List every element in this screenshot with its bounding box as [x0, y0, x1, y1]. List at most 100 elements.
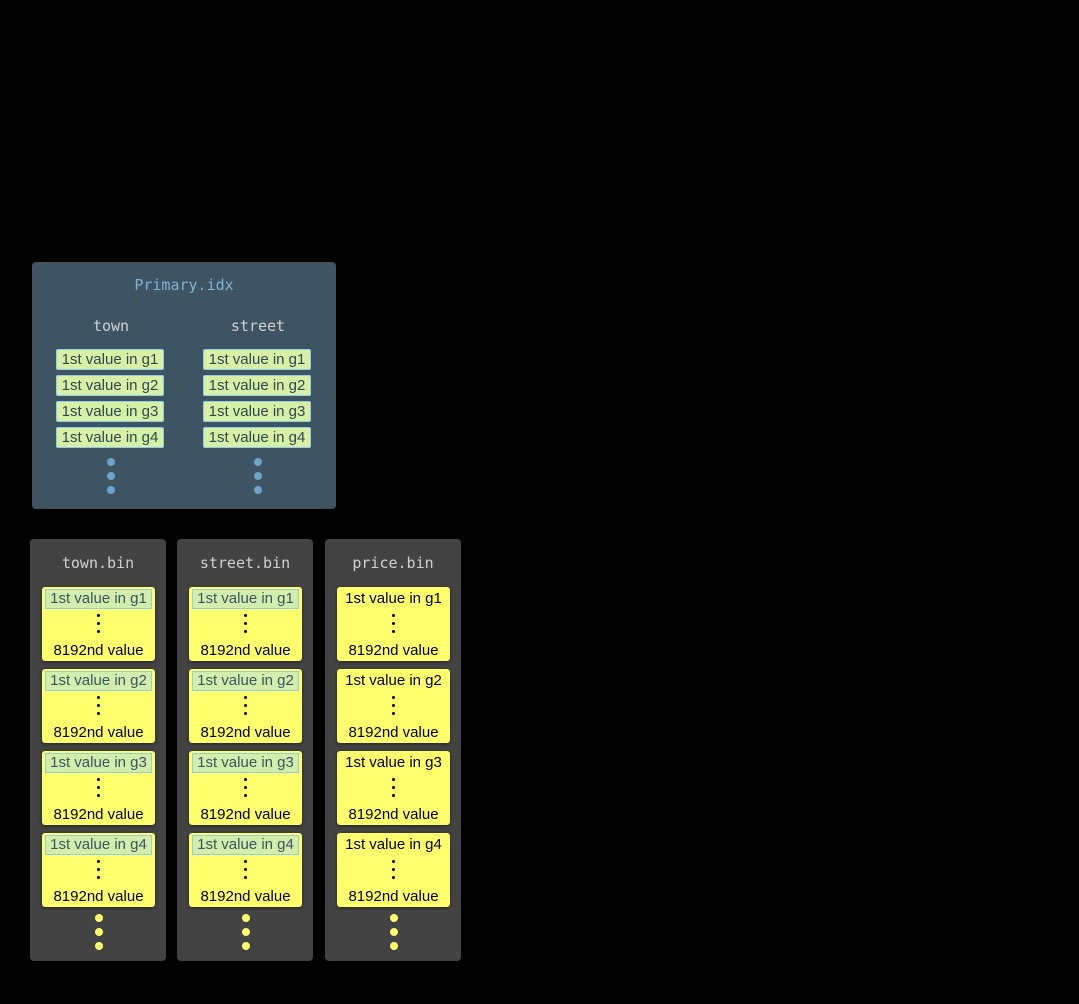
granule-first-value: 1st value in g3 — [345, 754, 442, 771]
index-mark-cell: 1st value in g1 — [203, 349, 311, 370]
vertical-ellipsis-dot — [97, 786, 100, 789]
index-mark-cell: 1st value in g3 — [56, 401, 164, 422]
ellipsis-dot — [95, 928, 103, 936]
vertical-ellipsis-dot — [244, 778, 247, 781]
vertical-ellipsis-dot — [244, 704, 247, 707]
vertical-ellipsis-dot — [244, 794, 247, 797]
primary-index-title: Primary.idx — [134, 276, 234, 294]
granule-first-value: 1st value in g1 — [45, 589, 152, 609]
granule-last-value: 8192nd value — [348, 642, 439, 659]
vertical-ellipsis-dot — [97, 778, 100, 781]
granule-last-value: 8192nd value — [200, 806, 291, 823]
granule-last-value: 8192nd value — [53, 806, 144, 823]
ellipsis-dot — [95, 942, 103, 950]
ellipsis-dot — [254, 486, 262, 494]
vertical-ellipsis-dot — [244, 630, 247, 633]
index-mark-cell: 1st value in g3 — [203, 401, 311, 422]
granule-block: 1st value in g3 8192nd value — [337, 751, 450, 825]
vertical-ellipsis-dot — [97, 696, 100, 699]
ellipsis-dot — [242, 942, 250, 950]
granule-block: 1st value in g1 8192nd value — [189, 587, 302, 661]
bin-title: town.bin — [61, 554, 135, 572]
granule-block: 1st value in g2 8192nd value — [42, 669, 155, 743]
index-mark-cell: 1st value in g1 — [56, 349, 164, 370]
index-column-street: street 1st value in g1 1st value in g2 1st … — [203, 262, 313, 509]
granule-first-value: 1st value in g3 — [192, 753, 299, 773]
vertical-ellipsis-dot — [392, 868, 395, 871]
ellipsis-dot — [107, 458, 115, 466]
vertical-ellipsis-dot — [97, 860, 100, 863]
vertical-ellipsis-dot — [97, 712, 100, 715]
granule-first-value: 1st value in g2 — [192, 671, 299, 691]
index-mark-cell: 1st value in g2 — [203, 375, 311, 396]
vertical-ellipsis-dot — [392, 622, 395, 625]
vertical-ellipsis-dot — [244, 868, 247, 871]
vertical-ellipsis-dot — [392, 860, 395, 863]
granule-last-value: 8192nd value — [200, 642, 291, 659]
granule-block: 1st value in g4 8192nd value — [189, 833, 302, 907]
vertical-ellipsis-dot — [392, 630, 395, 633]
granule-last-value: 8192nd value — [348, 806, 439, 823]
granule-last-value: 8192nd value — [53, 642, 144, 659]
vertical-ellipsis-dot — [392, 696, 395, 699]
ellipsis-dot — [390, 928, 398, 936]
vertical-ellipsis-dot — [392, 704, 395, 707]
granule-last-value: 8192nd value — [348, 724, 439, 741]
ellipsis-dot — [254, 472, 262, 480]
granule-block: 1st value in g1 8192nd value — [337, 587, 450, 661]
ellipsis-dot — [390, 942, 398, 950]
granule-last-value: 8192nd value — [53, 888, 144, 905]
granule-block: 1st value in g3 8192nd value — [42, 751, 155, 825]
granule-block: 1st value in g2 8192nd value — [337, 669, 450, 743]
granule-last-value: 8192nd value — [200, 724, 291, 741]
ellipsis-dot — [242, 914, 250, 922]
ellipsis-dot — [107, 472, 115, 480]
index-column-town: town 1st value in g1 1st value in g2 1st va… — [56, 262, 166, 509]
bin-title: street.bin — [199, 554, 291, 572]
ellipsis-dot — [107, 486, 115, 494]
index-mark-cell: 1st value in g4 — [203, 427, 311, 448]
vertical-ellipsis-dot — [244, 712, 247, 715]
vertical-ellipsis-dot — [97, 704, 100, 707]
index-mark-cell: 1st value in g4 — [56, 427, 164, 448]
vertical-ellipsis-dot — [392, 794, 395, 797]
vertical-ellipsis-dot — [97, 794, 100, 797]
vertical-ellipsis-dot — [97, 614, 100, 617]
granule-last-value: 8192nd value — [348, 888, 439, 905]
vertical-ellipsis-dot — [392, 876, 395, 879]
vertical-ellipsis-dot — [392, 712, 395, 715]
vertical-ellipsis-dot — [97, 630, 100, 633]
bin-file-street-bin: street.bin 1st value in g1 8192nd value 1st… — [177, 539, 313, 961]
granule-first-value: 1st value in g2 — [45, 671, 152, 691]
granule-last-value: 8192nd value — [200, 888, 291, 905]
bin-file-town-bin: town.bin 1st value in g1 8192nd value 1st v… — [30, 539, 166, 961]
index-mark-cell: 1st value in g2 — [56, 375, 164, 396]
ellipsis-dot — [242, 928, 250, 936]
granule-first-value: 1st value in g2 — [345, 672, 442, 689]
index-column-header: town — [92, 317, 130, 335]
vertical-ellipsis-dot — [244, 696, 247, 699]
bin-title: price.bin — [352, 554, 434, 572]
granule-block: 1st value in g4 8192nd value — [42, 833, 155, 907]
ellipsis-dot — [390, 914, 398, 922]
vertical-ellipsis-dot — [392, 786, 395, 789]
vertical-ellipsis-dot — [244, 614, 247, 617]
granule-block: 1st value in g3 8192nd value — [189, 751, 302, 825]
vertical-ellipsis-dot — [97, 622, 100, 625]
granule-first-value: 1st value in g1 — [345, 590, 442, 607]
ellipsis-dot — [254, 458, 262, 466]
vertical-ellipsis-dot — [392, 778, 395, 781]
granule-first-value: 1st value in g4 — [345, 836, 442, 853]
granule-first-value: 1st value in g4 — [192, 835, 299, 855]
granule-block: 1st value in g4 8192nd value — [337, 833, 450, 907]
index-column-header: street — [230, 317, 286, 335]
primary-index-panel: Primary.idx town 1st value in g1 1st value… — [32, 262, 336, 509]
vertical-ellipsis-dot — [97, 876, 100, 879]
granule-last-value: 8192nd value — [53, 724, 144, 741]
bin-file-price-bin: price.bin 1st value in g1 8192nd value 1st … — [325, 539, 461, 961]
vertical-ellipsis-dot — [244, 786, 247, 789]
vertical-ellipsis-dot — [244, 622, 247, 625]
granule-first-value: 1st value in g3 — [45, 753, 152, 773]
granule-first-value: 1st value in g1 — [192, 589, 299, 609]
vertical-ellipsis-dot — [97, 868, 100, 871]
